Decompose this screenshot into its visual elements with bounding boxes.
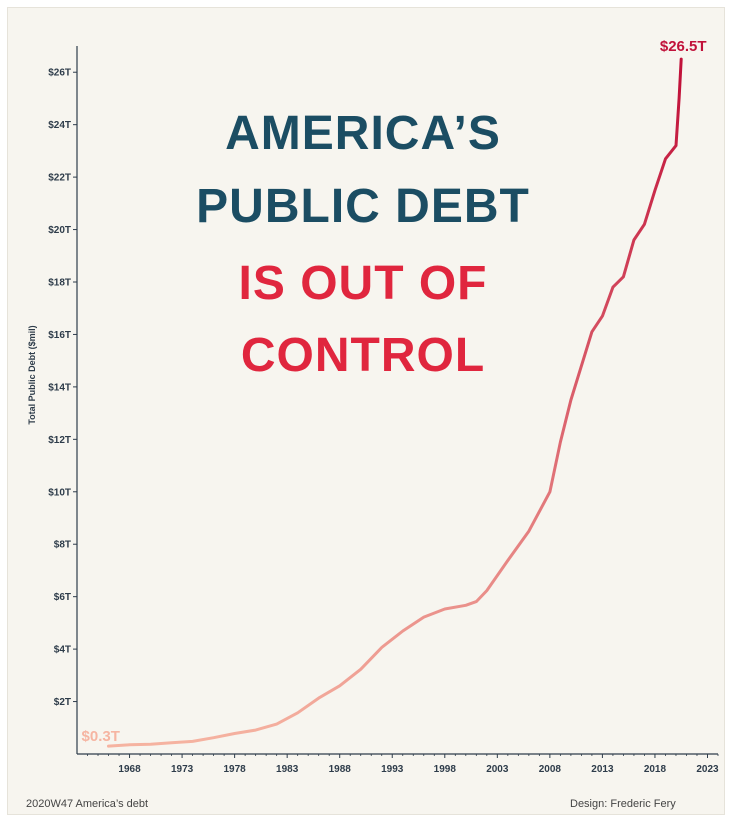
x-tick-label: 2013 [591,764,614,775]
x-tick-label: 1973 [171,764,194,775]
y-axis-label: Total Public Debt ($mil) [27,325,37,424]
x-tick-label: 1988 [329,764,352,775]
headline-line-4: CONTROL [240,329,486,382]
x-tick-label: 1993 [381,764,404,775]
y-tick-label: $12T [48,435,71,446]
debt-series-line [107,57,683,748]
footer-credit: Design: Frederic Fery [570,798,676,810]
y-tick-label: $2T [54,697,71,708]
y-tick-label: $24T [48,120,71,131]
x-tick-label: 2003 [486,764,509,775]
x-tick-label: 1968 [118,764,141,775]
headline-line-3: IS OUT OF [238,257,488,310]
x-tick-label: 1998 [434,764,457,775]
chart-card: $2T $4T $6T $8T $10T $12T $14T $16T $18T $20T $22T… [7,7,725,815]
y-tick-label: $14T [48,382,71,393]
end-value-label: $26.5T [660,38,707,55]
headline-line-1: AMERICA’S [225,107,501,160]
y-tick-label: $10T [48,487,71,498]
y-tick-label: $20T [48,225,71,236]
start-value-label: $0.3T [82,728,120,745]
x-tick-label: 1978 [223,764,246,775]
y-tick-label: $4T [54,645,71,656]
y-tick-label: $16T [48,330,71,341]
x-tick-label: 2008 [539,764,562,775]
x-tick-label: 1983 [276,764,299,775]
headline-line-2: PUBLIC DEBT [196,180,530,233]
debt-line-chart: $2T $4T $6T $8T $10T $12T $14T $16T $18T $20T $22T… [27,38,719,775]
x-tick-label: 2023 [696,764,719,775]
y-tick-label: $26T [48,68,71,79]
footer-source: 2020W47 America’s debt [26,798,149,810]
y-tick-label: $8T [54,540,71,551]
y-tick-label: $18T [48,278,71,289]
y-tick-label: $22T [48,173,71,184]
y-tick-label: $6T [54,592,71,603]
x-tick-label: 2018 [644,764,667,775]
